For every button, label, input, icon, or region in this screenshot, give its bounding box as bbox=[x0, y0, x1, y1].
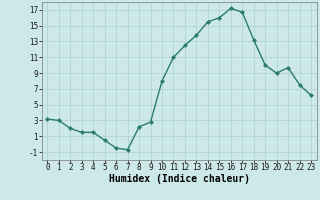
X-axis label: Humidex (Indice chaleur): Humidex (Indice chaleur) bbox=[109, 174, 250, 184]
